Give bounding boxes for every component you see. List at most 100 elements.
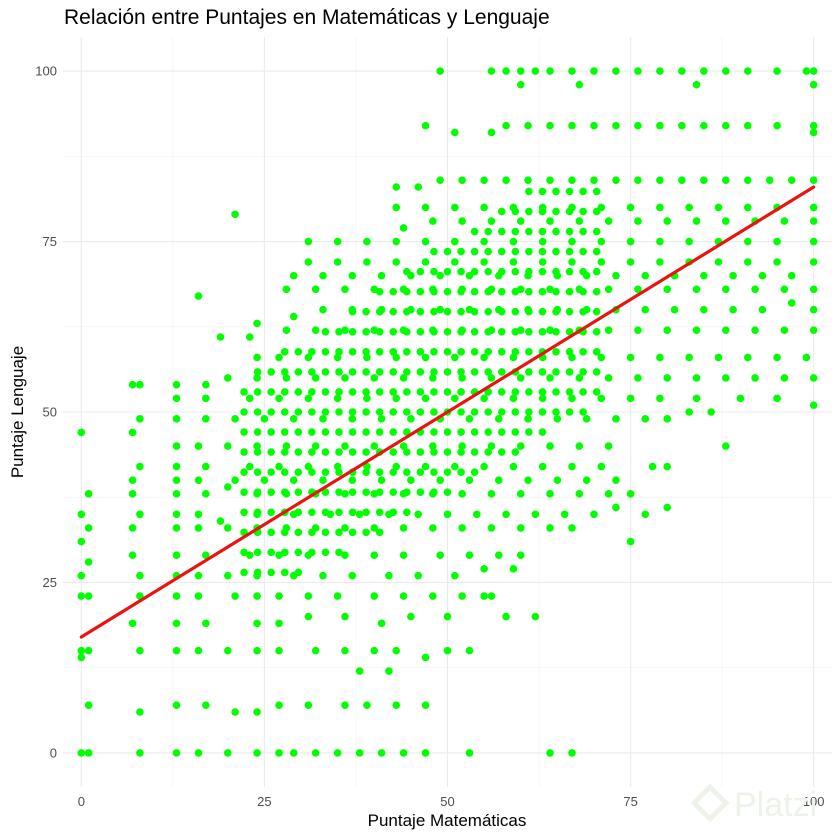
data-point [487,326,496,334]
data-point [497,327,506,336]
data-point [457,267,465,276]
data-point [399,592,408,600]
data-point [282,285,291,294]
data-point [538,428,547,436]
data-point [304,394,313,403]
data-point [335,428,343,436]
data-point [128,380,137,389]
data-point [84,646,93,655]
data-point [414,183,423,191]
data-point [362,307,370,316]
data-point [392,183,401,191]
data-point [538,187,547,196]
data-point [443,448,452,456]
data-point [202,551,210,559]
data-point [253,388,262,396]
data-point [245,551,254,559]
data-point [267,408,275,416]
data-point [280,568,289,577]
data-point [458,524,466,532]
data-point [458,374,466,382]
data-point [282,374,291,382]
data-point [626,394,635,403]
data-point [511,428,520,436]
data-point [553,271,562,280]
data-point [457,468,465,476]
data-point [375,528,384,537]
data-point [335,448,343,456]
data-point [321,448,330,456]
data-point [363,462,371,471]
data-point [525,388,533,396]
x-axis-label: Puntaje Matemáticas [368,811,527,830]
data-point [663,503,672,512]
data-point [275,701,283,709]
data-point [470,227,479,236]
data-point [289,415,298,423]
data-point [700,271,708,280]
data-point [363,237,371,246]
data-point [416,388,425,396]
data-point [552,388,560,396]
data-point [538,237,547,246]
data-point [592,307,601,316]
data-point [451,571,459,580]
data-point [592,247,601,256]
data-point [403,388,411,396]
data-point [348,428,357,436]
data-point [516,551,525,559]
data-point [604,326,613,334]
data-point [809,374,818,382]
data-point [597,258,606,266]
data-point [403,368,411,376]
data-point [370,524,379,532]
data-point [430,267,438,276]
data-point [451,258,459,266]
data-point [333,258,342,266]
data-point [451,237,459,246]
data-point [546,524,554,532]
data-point [407,415,415,423]
data-point [809,258,818,266]
data-point [136,380,144,389]
data-point [641,415,650,423]
data-point [443,488,452,497]
data-point [172,524,181,532]
data-point [484,247,492,256]
data-point [321,548,330,557]
data-point [780,217,789,225]
data-point [77,510,86,519]
data-point [341,551,349,559]
data-point [77,428,86,437]
data-point [430,468,438,476]
data-point [802,353,811,362]
data-point [421,394,430,403]
data-point [525,187,533,196]
data-point [457,388,465,396]
data-point [648,462,657,471]
data-point [253,619,261,628]
data-point [319,271,327,280]
data-point [304,258,313,266]
data-point [634,285,642,294]
data-point [511,307,520,316]
data-point [579,348,587,356]
data-point [809,401,818,409]
data-point [552,408,560,416]
data-point [685,237,693,246]
data-point [502,121,510,130]
data-point [275,749,283,757]
data-point [245,462,254,471]
data-point [267,428,275,436]
data-point [253,548,262,557]
data-point [172,442,181,450]
data-point [552,327,560,336]
data-point [497,247,506,256]
data-point [457,428,465,436]
data-point [524,176,532,184]
data-point [363,701,371,709]
data-point [480,394,488,403]
data-point [497,448,506,456]
data-point [375,508,384,517]
data-point [736,394,745,403]
